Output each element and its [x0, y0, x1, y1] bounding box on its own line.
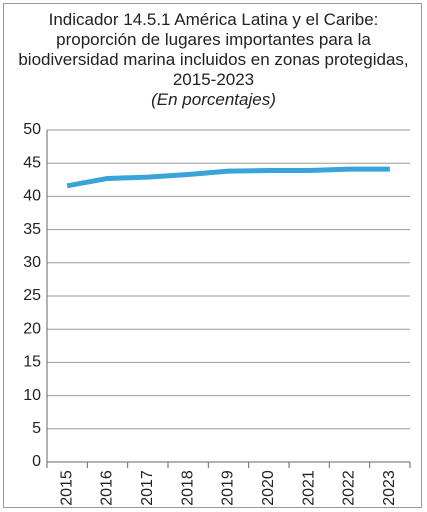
y-tick-label: 0 [32, 453, 41, 470]
x-tick-label: 2022 [341, 470, 358, 506]
x-tick-label: 2017 [139, 470, 156, 506]
y-tick-label: 50 [23, 121, 41, 138]
header: Indicador 14.5.1 América Latina y el Car… [10, 10, 417, 110]
y-tick-label: 35 [23, 221, 41, 238]
y-tick-label: 25 [23, 287, 41, 304]
y-tick-label: 30 [23, 254, 41, 271]
y-tick-label: 10 [23, 387, 41, 404]
x-tick-label: 2023 [381, 470, 398, 506]
chart-subtitle: (En porcentajes) [151, 90, 276, 109]
x-tick-label: 2018 [179, 470, 196, 506]
y-tick-label: 15 [23, 354, 41, 371]
chart-title: Indicador 14.5.1 América Latina y el Car… [18, 10, 409, 89]
line [66, 166, 390, 189]
y-tick-label: 20 [23, 320, 41, 337]
frame [3, 3, 422, 508]
y-tick-label: 5 [32, 420, 41, 437]
x-tick-label: 2019 [220, 470, 237, 506]
x-tick-label: 2016 [99, 470, 116, 506]
y-tick-label: 40 [23, 188, 41, 205]
y-tick-label: 45 [23, 154, 41, 171]
x-tick-label: 2021 [300, 470, 317, 506]
x-tick-label: 2020 [260, 470, 277, 506]
x-tick-label: 2015 [58, 470, 75, 506]
